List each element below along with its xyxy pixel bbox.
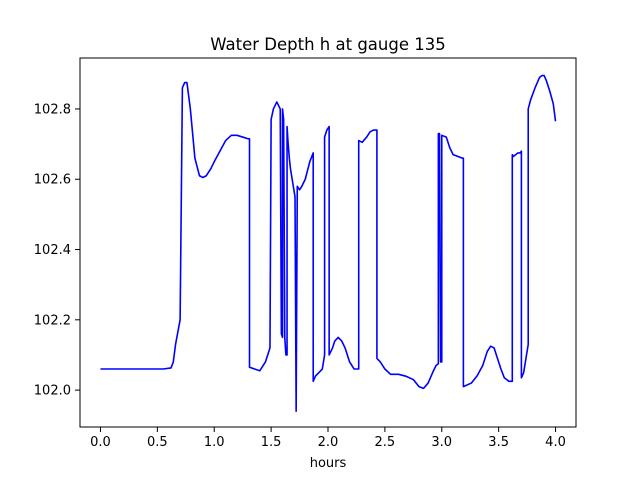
series-line-0 bbox=[100, 74, 557, 412]
y-axis: 102.0 102.2 102.4 102.6 102.8 bbox=[34, 102, 80, 399]
x-tick-label: 1.5 bbox=[261, 435, 282, 450]
x-tick-label: 0.0 bbox=[90, 435, 111, 450]
x-tick-label: 2.5 bbox=[375, 435, 396, 450]
y-tick-label: 102.4 bbox=[34, 243, 71, 258]
x-tick-label: 0.5 bbox=[147, 435, 168, 450]
y-tick-label: 102.0 bbox=[34, 384, 71, 399]
x-tick-label: 4.0 bbox=[545, 435, 566, 450]
x-tick-label: 2.0 bbox=[318, 435, 339, 450]
x-tick-label: 3.0 bbox=[431, 435, 452, 450]
y-tick-label: 102.2 bbox=[34, 313, 71, 328]
plot-area bbox=[79, 57, 577, 428]
x-tick-label: 3.5 bbox=[488, 435, 509, 450]
chart-title: Water Depth h at gauge 135 bbox=[210, 35, 445, 54]
x-axis-label: hours bbox=[310, 456, 347, 471]
y-tick-label: 102.6 bbox=[34, 173, 71, 188]
x-axis: 0.0 0.5 1.0 1.5 2.0 2.5 3.0 3.5 4.0 bbox=[90, 427, 566, 450]
y-tick-label: 102.8 bbox=[34, 102, 71, 117]
x-tick-label: 1.0 bbox=[204, 435, 225, 450]
